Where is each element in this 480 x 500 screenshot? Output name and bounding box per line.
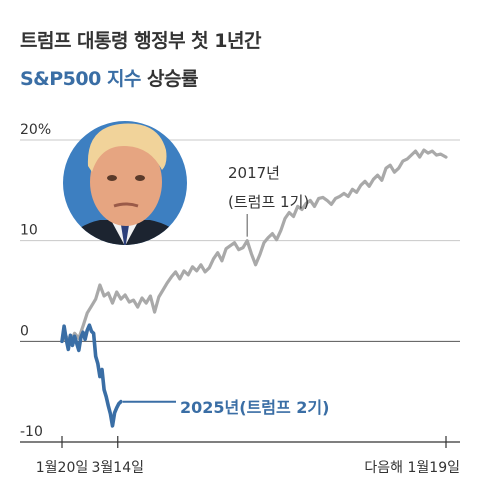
tie-shape [121, 225, 129, 245]
y-tick-label-1: 10 [20, 223, 38, 239]
chart-title: 트럼프 대통령 행정부 첫 1년간 [20, 30, 261, 52]
series-line-term1 [60, 148, 448, 345]
x-axis: 1월20일 3월14일 다음해 1월19일 [20, 436, 460, 476]
annotation-term2-label: 2025년(트럼프 2기) [180, 398, 329, 417]
y-axis-ticks: 20% 10 0 -10 [20, 122, 51, 440]
series-line-term2 [60, 323, 123, 428]
subtitle-rest: 상승률 [147, 68, 198, 90]
x-tick-label-2: 다음해 1월19일 [364, 460, 460, 476]
annotation-term1-label: (트럼프 1기) [228, 193, 309, 211]
y-tick-label-3: -10 [20, 424, 43, 440]
hair-shape [87, 123, 167, 172]
right-eye-shape [135, 175, 145, 181]
series-lines [60, 148, 448, 428]
trump-portrait-icon [63, 121, 187, 245]
y-tick-label-0: 20% [20, 122, 51, 138]
x-tick-label-1: 3월14일 [92, 460, 144, 476]
subtitle-highlight: S&P500 지수 [20, 68, 141, 90]
chart-subtitle: S&P500 지수 상승률 [20, 64, 198, 91]
x-tick-label-0: 1월20일 [36, 460, 88, 476]
face-shape [90, 138, 162, 226]
left-eye-shape [107, 175, 117, 181]
y-tick-label-2: 0 [20, 323, 29, 339]
annotation-term1-year: 2017년 [228, 164, 280, 182]
mouth-shape [113, 202, 139, 208]
